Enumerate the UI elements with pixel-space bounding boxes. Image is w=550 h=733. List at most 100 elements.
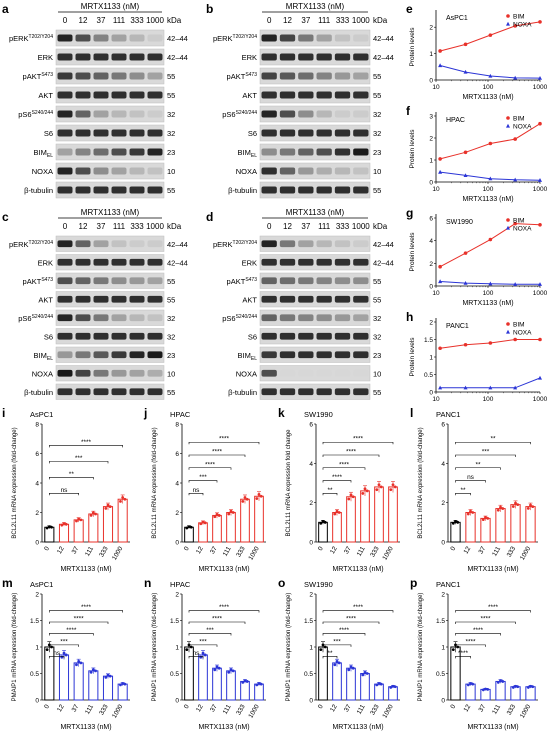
data-point-bim <box>488 237 493 242</box>
protein-band <box>93 148 109 156</box>
concentration-label: 1000 <box>352 222 370 231</box>
protein-band <box>57 240 73 248</box>
bar <box>254 683 264 701</box>
replicate-point <box>203 653 207 657</box>
protein-band <box>298 295 314 303</box>
bar <box>510 504 521 543</box>
blot-strip <box>259 67 371 85</box>
protein-band <box>353 332 369 340</box>
protein-band <box>93 129 109 137</box>
protein-band <box>261 295 277 303</box>
replicate-point <box>257 493 261 496</box>
protein-band <box>334 388 351 396</box>
protein-band <box>129 277 145 285</box>
bar <box>495 680 506 701</box>
replicate-point <box>335 660 339 663</box>
legend-marker <box>506 123 510 128</box>
panel-letter-f: f <box>406 104 410 118</box>
blot-row: AKT 55 <box>38 86 175 104</box>
band-label-name: pERK <box>9 240 29 249</box>
significance-label: **** <box>353 604 364 611</box>
replicate-point <box>231 669 235 673</box>
band-label: pS6S240/244 <box>18 110 53 119</box>
protein-band <box>93 295 109 303</box>
chart-title: PANC1 <box>436 580 460 589</box>
x-tick-label: 111 <box>356 545 367 557</box>
protein-band <box>353 277 369 285</box>
concentration-label: 37 <box>301 16 310 25</box>
band-label-name: NOXA <box>236 369 257 378</box>
concentration-label: 333 <box>130 16 144 25</box>
replicate-point <box>514 501 517 505</box>
legend-marker <box>506 322 510 326</box>
replicate-point <box>337 661 341 665</box>
replicate-point <box>50 525 53 529</box>
protein-band <box>261 34 277 42</box>
kda-value: 23 <box>167 351 175 360</box>
band-label: β-tubulin <box>24 186 53 195</box>
significance-label: **** <box>81 604 92 611</box>
blot-strip <box>55 328 165 345</box>
protein-band <box>129 91 145 99</box>
band-label-name: pAKT <box>23 72 42 81</box>
significance-bracket <box>49 445 123 448</box>
protein-band <box>93 110 109 118</box>
x-tick-label: 333 <box>506 545 518 558</box>
protein-band <box>129 129 145 137</box>
protein-band <box>353 91 369 99</box>
protein-band <box>111 351 127 359</box>
replicate-point <box>496 680 500 684</box>
band-label: BIMEL <box>34 351 54 362</box>
x-tick-label: 37 <box>209 545 219 555</box>
replicate-point <box>245 680 249 683</box>
kda-value: 10 <box>167 167 175 176</box>
blot-row: S6 32 <box>44 328 175 345</box>
bar <box>73 662 84 701</box>
chart-title: AsPC1 <box>30 580 53 589</box>
band-label-sup: S473 <box>41 277 53 283</box>
blot-row: NOXA 10 <box>236 365 381 382</box>
protein-band <box>111 129 127 137</box>
data-point-noxa <box>513 177 518 182</box>
data-point-noxa <box>488 73 493 78</box>
x-tick-label: 10 <box>432 290 440 297</box>
significance-bracket <box>322 492 338 496</box>
bar <box>480 517 491 543</box>
bar <box>525 686 536 701</box>
y-axis-label: Protein levels <box>409 232 416 272</box>
x-axis-label: MRTX1133 (nM) <box>332 724 383 731</box>
bar <box>212 667 222 701</box>
x-tick-label: 0 <box>317 545 325 552</box>
x-axis-label: MRTX1133 (nM) <box>198 566 249 573</box>
significance-label: *** <box>75 455 83 462</box>
blot-row: pS6S240/244 32 <box>18 105 175 123</box>
replicate-point <box>375 488 379 492</box>
significance-bracket <box>455 656 471 659</box>
data-point-noxa <box>513 75 518 80</box>
protein-band <box>129 53 145 61</box>
protein-band <box>129 388 145 396</box>
band-label-name: ERK <box>242 258 257 267</box>
blot-row: pS6S240/244 32 <box>18 309 175 326</box>
kda-value: 32 <box>167 332 175 341</box>
data-point-noxa <box>513 282 518 286</box>
concentration-label: 12 <box>79 222 88 231</box>
band-label: pERKT202/Y204 <box>9 240 53 249</box>
x-tick-label: 111 <box>84 703 95 715</box>
x-tick-label: 0 <box>449 703 457 710</box>
drug-header: MRTX1133 (nM) <box>286 2 345 11</box>
protein-band <box>279 277 296 285</box>
replicate-point <box>94 669 97 673</box>
data-point-bim <box>513 137 517 141</box>
concentration-label: 111 <box>318 222 331 231</box>
significance-bracket <box>49 644 79 647</box>
blot-strip <box>259 291 371 308</box>
kda-header: kDa <box>373 222 388 231</box>
significance-bracket <box>455 633 501 636</box>
western-blot-sw1990: MRTX1133 (nM) 0 12 37 111 333 1000 kDa pERKT202/… <box>9 208 188 400</box>
protein-band <box>57 167 73 175</box>
blot-strip <box>55 86 165 104</box>
chart-title: HPAC <box>170 580 191 589</box>
band-label-sub: EL <box>47 153 53 159</box>
legend-marker <box>506 14 510 18</box>
